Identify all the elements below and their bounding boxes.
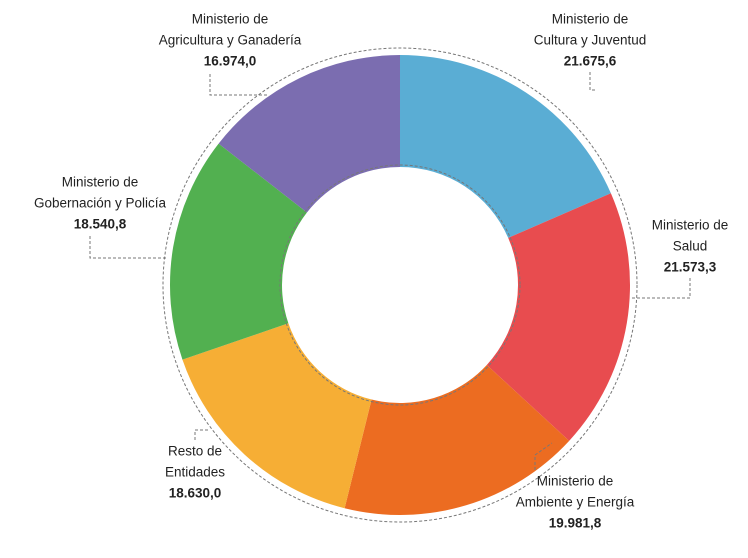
donut-slice [486, 193, 630, 441]
leader-line [194, 429, 208, 440]
leader-line [89, 236, 166, 259]
leader-line [589, 72, 597, 91]
value-label: 18.630,0 [169, 486, 222, 501]
value-label: 16.974,0 [204, 54, 257, 69]
donut-slice [400, 55, 611, 238]
leader-line [534, 442, 553, 470]
outer-dashed-ring [162, 47, 638, 523]
slice-label: Ambiente y Energía [516, 495, 635, 510]
value-label: 19.981,8 [549, 516, 602, 531]
value-label: 21.675,6 [564, 54, 617, 69]
slice-label: Ministerio de [62, 175, 139, 190]
slice-label: Gobernación y Policía [34, 196, 167, 211]
slice-label: Ministerio de [192, 12, 269, 27]
slice-label: Ministerio de [537, 474, 614, 489]
donut-slice [182, 323, 372, 509]
value-label: 18.540,8 [74, 217, 127, 232]
donut-slice [169, 143, 307, 360]
slice-label: Agricultura y Ganadería [159, 33, 302, 48]
slice-label: Ministerio de [552, 12, 629, 27]
value-label: 21.573,3 [664, 260, 717, 275]
slice-label: Resto de [168, 444, 222, 459]
leader-line [209, 74, 268, 96]
inner-dashed-ring [279, 164, 521, 406]
donut-slice [344, 364, 570, 515]
donut-slice [218, 55, 400, 213]
slice-label: Ministerio de [652, 218, 729, 233]
slice-label: Cultura y Juventud [534, 33, 647, 48]
slice-label: Salud [673, 239, 708, 254]
slice-label: Entidades [165, 465, 225, 480]
leader-line [632, 278, 691, 299]
